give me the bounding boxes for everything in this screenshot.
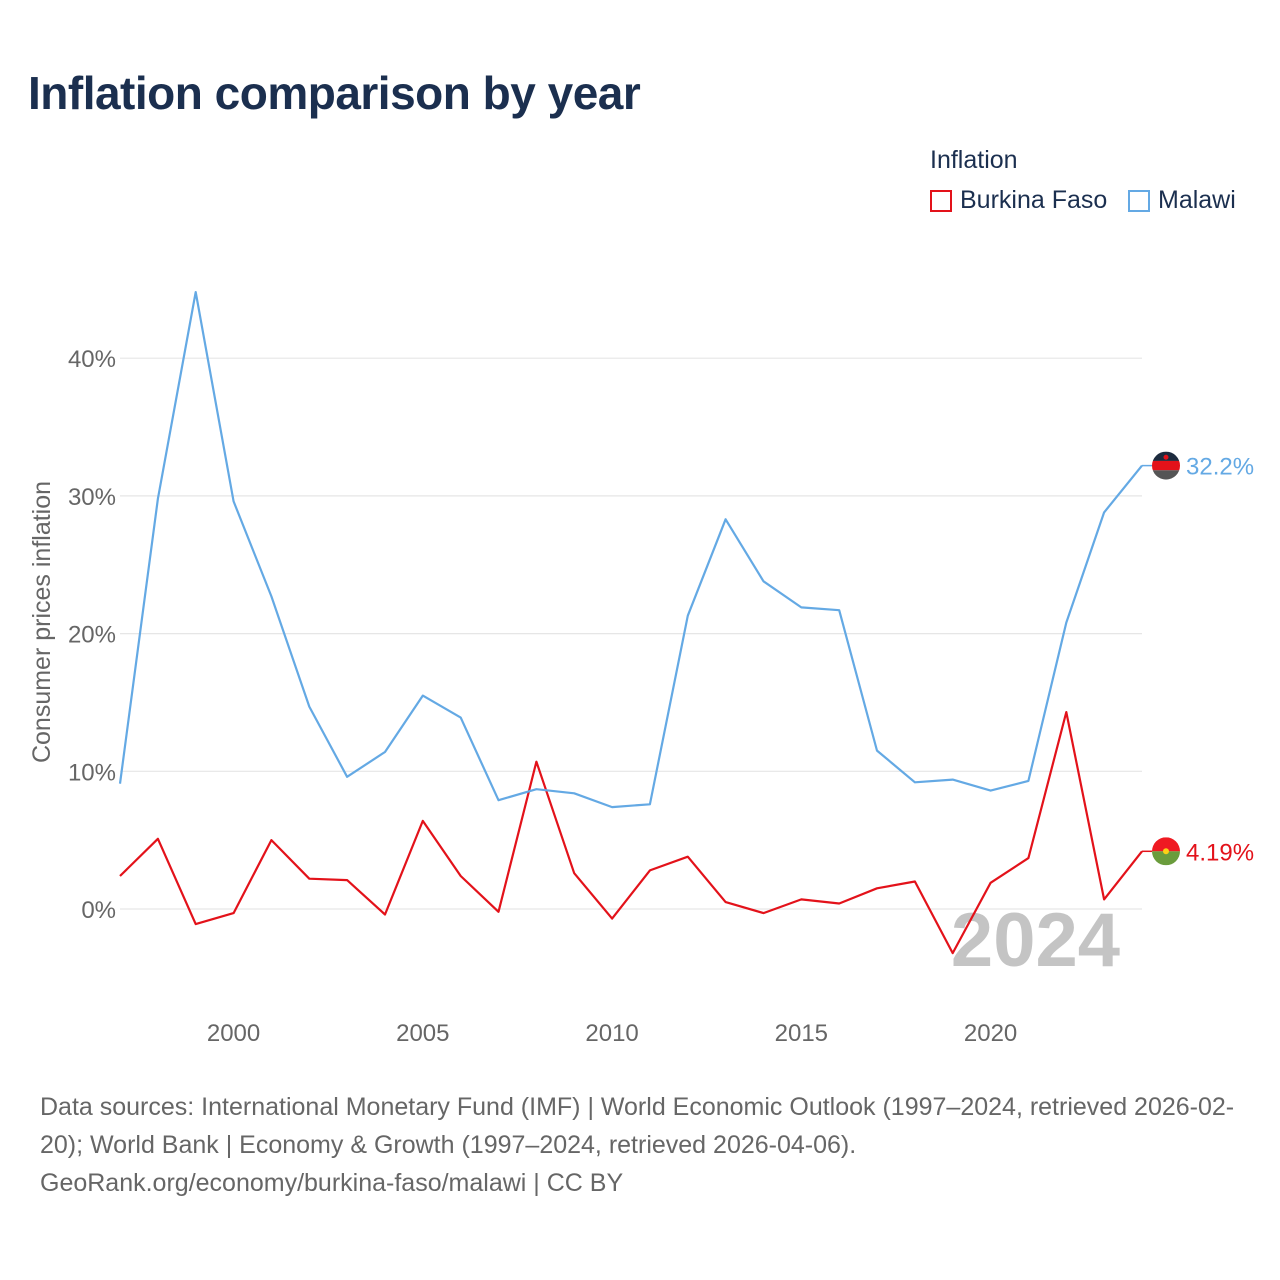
credit-link[interactable]: GeoRank.org/economy/burkina-faso/malawi … — [40, 1169, 624, 1197]
y-tick-label: 10% — [68, 759, 116, 786]
series-line-burkina-faso — [119, 710, 1143, 955]
x-tick-label: 2010 — [585, 1020, 638, 1047]
flag-icon-malawi — [1152, 451, 1180, 480]
y-axis-label: Consumer prices inflation — [28, 481, 56, 763]
y-tick-label: 20% — [68, 622, 116, 649]
flag-stripe-green — [1152, 851, 1180, 866]
x-tick-label: 2020 — [964, 1020, 1017, 1047]
x-tick-labels: 2000 2005 2010 2015 2020 — [207, 1020, 1017, 1047]
chart-title: Inflation comparison by year — [28, 67, 641, 119]
x-tick-label: 2000 — [207, 1020, 260, 1047]
legend-title: Inflation — [930, 146, 1018, 174]
year-watermark: 2024 — [951, 898, 1120, 983]
y-tick-label: 30% — [68, 484, 116, 511]
end-value-label-burkina-faso: 4.19% — [1186, 839, 1254, 866]
flag-stripes — [1152, 451, 1180, 480]
flag-sun — [1163, 454, 1169, 460]
legend-label-malawi: Malawi — [1158, 186, 1236, 214]
series-line-malawi — [118, 291, 1143, 809]
legend-item-burkina-faso[interactable]: Burkina Faso — [930, 186, 1107, 215]
end-markers: 4.19% 32.2% — [1142, 451, 1254, 866]
legend-label-burkina-faso: Burkina Faso — [960, 186, 1108, 214]
flag-stripe-dark — [1152, 470, 1180, 480]
series-lines — [118, 291, 1143, 955]
data-sources: Data sources: International Monetary Fun… — [40, 1093, 1235, 1159]
legend-item-malawi[interactable]: Malawi — [1128, 186, 1236, 215]
footer: Data sources: International Monetary Fun… — [40, 1088, 1250, 1202]
flag-stripes — [1152, 837, 1180, 866]
x-tick-label: 2015 — [775, 1020, 828, 1047]
y-tick-labels: 0% 10% 20% 30% 40% — [68, 346, 116, 924]
flag-stripe-red — [1152, 460, 1180, 471]
flag-star — [1163, 848, 1169, 855]
legend-swatch-burkina-faso — [930, 189, 952, 212]
flag-stripe-red — [1152, 837, 1180, 852]
end-value-label-malawi: 32.2% — [1186, 454, 1254, 481]
x-tick-label: 2005 — [396, 1020, 449, 1047]
flag-icon-burkina-faso — [1152, 837, 1180, 866]
legend-swatch-malawi — [1128, 189, 1150, 212]
y-tick-label: 0% — [81, 897, 116, 924]
y-tick-label: 40% — [68, 346, 116, 373]
grid-lines — [120, 357, 1142, 910]
